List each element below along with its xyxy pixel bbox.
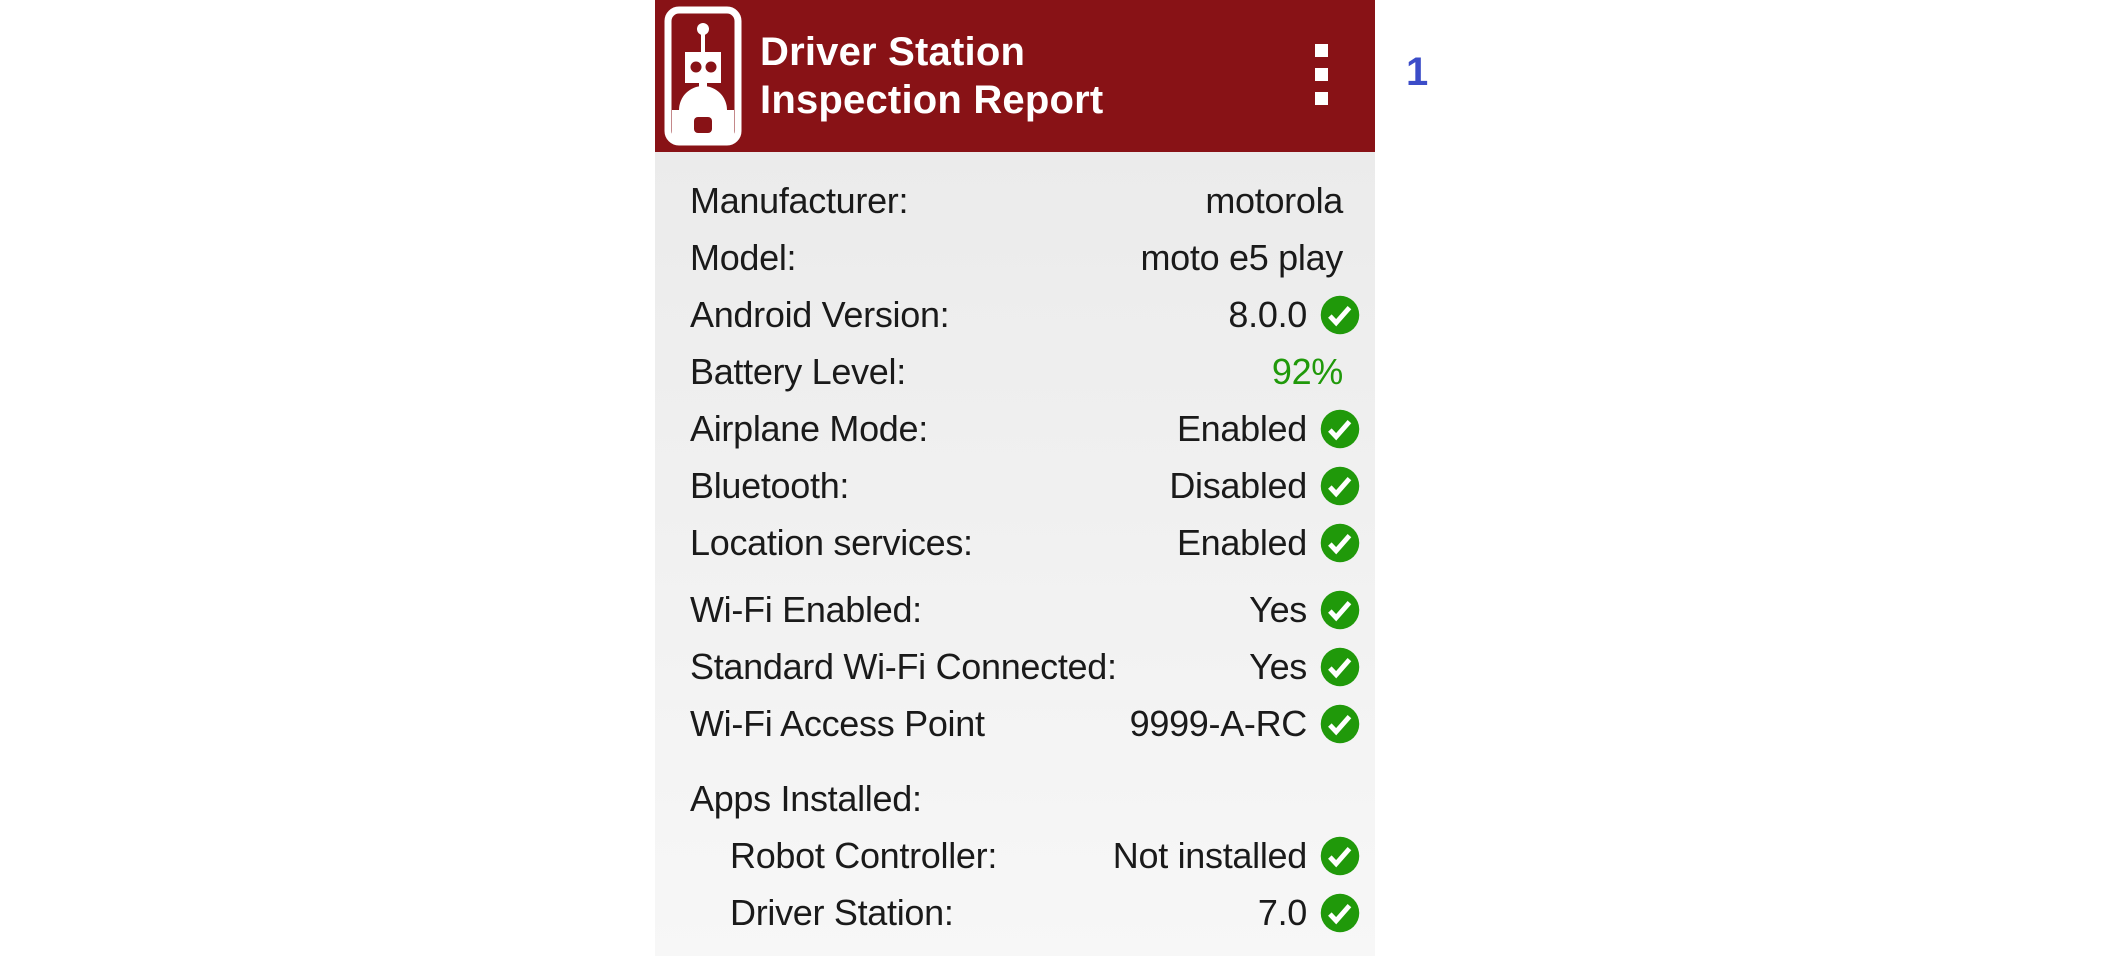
row-value: Not installed [1112,834,1308,876]
row-apps-installed-header: Apps Installed: [655,770,1375,827]
row-wifi-access-point: Wi-Fi Access Point 9999-A-RC 11 [655,695,1375,752]
row-label: Driver Station: [730,891,954,933]
row-label: Wi-Fi Access Point [690,702,985,744]
row-label: Android Version: [690,293,950,335]
check-circle-icon [1319,408,1361,450]
check-circle-icon [1319,835,1361,877]
row-manufacturer: Manufacturer: motorola 2 [655,172,1375,229]
row-value: Enabled [1176,407,1307,449]
row-value: moto e5 play [1140,236,1343,278]
row-label: Robot Controller: [730,834,998,876]
check-circle-icon [1319,465,1361,507]
row-value: motorola [1205,179,1343,221]
check-circle-icon [1319,703,1361,745]
row-model: Model: moto e5 play 3 [655,229,1375,286]
row-location-services: Location services: Enabled 8 [655,514,1375,571]
row-bluetooth: Bluetooth: Disabled 7 [655,457,1375,514]
check-circle-icon [1319,646,1361,688]
row-label: Location services: [690,521,973,563]
check-circle-icon [1319,589,1361,631]
row-value: Disabled [1169,464,1307,506]
kebab-menu-icon[interactable] [1315,44,1329,105]
robot-phone-icon [664,6,742,146]
row-battery-level: Battery Level: 92% 5 [655,343,1375,400]
row-value: Yes [1249,645,1307,687]
inspection-report-card: Driver Station Inspection Report 1 Manuf… [655,0,1428,956]
row-label: Bluetooth: [690,464,850,506]
row-value: 8.0.0 [1228,293,1307,335]
row-value: 9999-A-RC [1129,702,1308,744]
row-label: Airplane Mode: [690,407,928,449]
page-title-line2: Inspection Report [760,78,1104,122]
row-value: 7.0 [1257,891,1307,933]
row-label: Model: [690,236,797,278]
row-value: 92% [1271,350,1343,392]
check-circle-icon [1319,892,1361,934]
row-label: Battery Level: [690,350,906,392]
row-robot-controller: Robot Controller: Not installed 12 [655,827,1375,884]
page-title: Driver Station Inspection Report [760,28,1103,124]
row-android-version: Android Version: 8.0.0 4 [655,286,1375,343]
check-circle-icon [1319,522,1361,564]
row-value: Yes [1249,588,1307,630]
row-label: Wi-Fi Enabled: [690,588,922,630]
row-label: Standard Wi-Fi Connected: [690,645,1117,687]
inspection-items-list[interactable]: Manufacturer: motorola 2 Model: moto e5 … [655,152,1375,956]
annotation-number: 1 [1406,50,1429,94]
row-value: Enabled [1176,521,1307,563]
row-airplane-mode: Airplane Mode: Enabled 6 [655,400,1375,457]
row-label: Manufacturer: [690,179,909,221]
row-driver-station: Driver Station: 7.0 13 [655,884,1375,941]
app-header: Driver Station Inspection Report 1 [655,0,1428,152]
row-wifi-enabled: Wi-Fi Enabled: Yes 9 [655,581,1375,638]
section-label: Apps Installed: [690,777,922,819]
page-title-line1: Driver Station [760,30,1026,74]
row-standard-wifi-connected: Standard Wi-Fi Connected: Yes 10 [655,638,1375,695]
check-circle-icon [1319,294,1361,336]
